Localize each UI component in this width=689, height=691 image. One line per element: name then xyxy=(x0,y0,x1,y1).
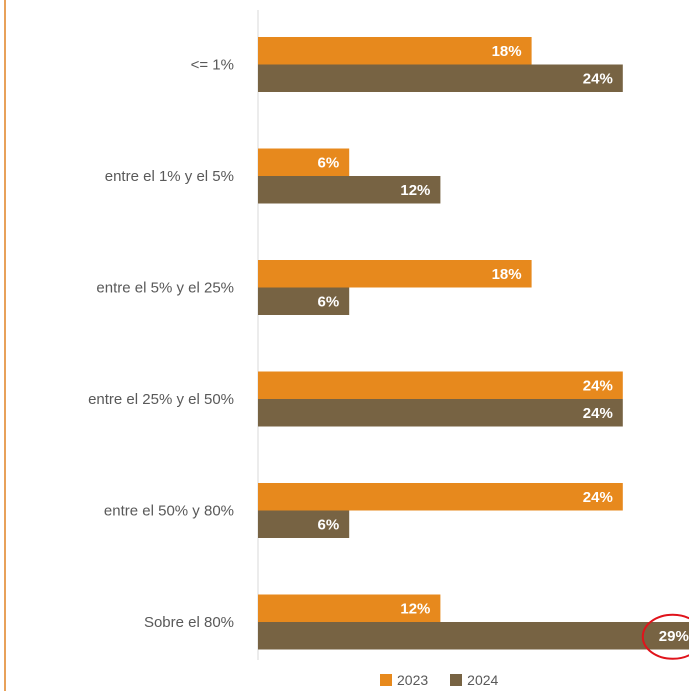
data-label-2023: 18% xyxy=(492,266,522,283)
data-label-2023: 18% xyxy=(492,43,522,60)
data-label-2024: 6% xyxy=(318,293,340,310)
bar-2023 xyxy=(258,594,441,622)
bar-2023 xyxy=(258,148,350,176)
bar-2024 xyxy=(258,399,623,427)
legend-item-2024: 2024 xyxy=(450,672,498,688)
data-label-2024: 6% xyxy=(318,516,340,533)
data-label-2024: 12% xyxy=(400,182,430,199)
legend-label-2023: 2023 xyxy=(397,672,429,688)
bar-2024 xyxy=(258,176,441,204)
bar-2024 xyxy=(258,622,689,650)
data-label-2024: 24% xyxy=(583,70,613,87)
legend-swatch-2024 xyxy=(450,674,463,686)
category-label: Sobre el 80% xyxy=(144,614,234,631)
data-label-2023: 24% xyxy=(583,377,613,394)
data-label-2023: 24% xyxy=(583,489,613,506)
bar-chart: <= 1% 18% 24% entre el 1% y el 5% 6% 12% entre… xyxy=(88,10,689,660)
legend-swatch-2023 xyxy=(380,674,392,686)
category-label: <= 1% xyxy=(191,57,234,74)
legend-label-2024: 2024 xyxy=(467,672,499,688)
category-label: entre el 1% y el 5% xyxy=(105,168,234,185)
data-label-2023: 6% xyxy=(318,154,340,171)
legend: 2023 2024 xyxy=(380,672,498,688)
bar-2024 xyxy=(258,64,623,92)
bar-2023 xyxy=(258,37,532,65)
data-label-2024: 24% xyxy=(583,405,613,422)
category-label: entre el 50% y 80% xyxy=(104,503,234,520)
data-label-2023: 12% xyxy=(400,600,430,617)
bar-2023 xyxy=(258,483,623,511)
bar-2024 xyxy=(258,287,350,315)
data-label-2024: 29% xyxy=(659,628,689,645)
category-label: entre el 5% y el 25% xyxy=(96,280,234,297)
bar-2023 xyxy=(258,260,532,288)
bar-2024 xyxy=(258,510,350,538)
left-accent-rule xyxy=(4,0,6,691)
legend-item-2023: 2023 xyxy=(380,672,428,688)
bar-2023 xyxy=(258,371,623,399)
category-label: entre el 25% y el 50% xyxy=(88,391,234,408)
highlight-circle xyxy=(641,613,689,660)
